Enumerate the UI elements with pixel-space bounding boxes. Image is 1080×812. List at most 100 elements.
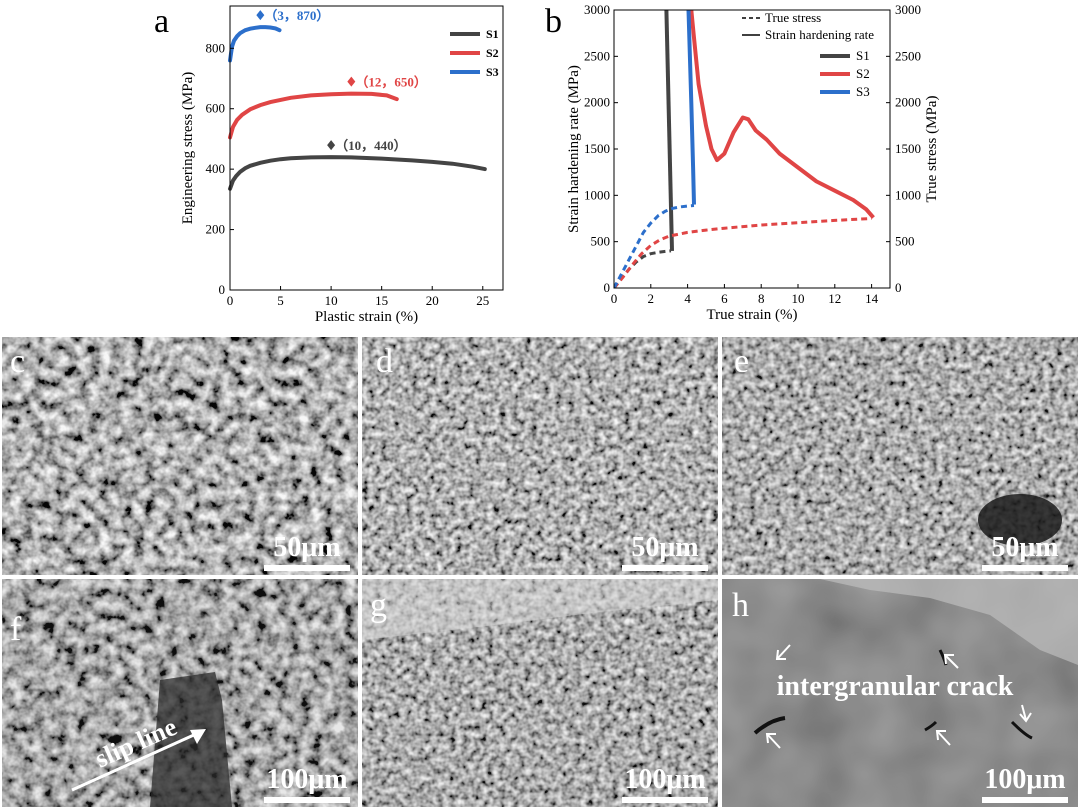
intergranular-crack-label: intergranular crack (777, 671, 1014, 702)
scale-label-d: 50μm (631, 532, 698, 563)
panel-b-ytick-label: 2500 (584, 48, 610, 63)
panel-a-peak-label-s3: （3，870） (264, 8, 329, 23)
slip-line-arrow (71, 732, 197, 792)
crack-4 (1010, 720, 1033, 740)
panel-letter-d: d (376, 343, 393, 380)
scale-bar-d (622, 565, 708, 571)
crack-arrow-1 (777, 644, 791, 659)
slip-line-arrowhead (190, 729, 206, 744)
scale-bar-c (264, 565, 350, 571)
panel-a-xtick-label: 15 (375, 293, 388, 308)
panel-a-xtick-label: 10 (325, 293, 338, 308)
panel-a-legend-label-s1: S1 (486, 27, 499, 41)
sem-panel-e: e 50μm (722, 337, 1078, 575)
panel-letter-b: b (545, 3, 562, 40)
scale-bar-e (982, 565, 1068, 571)
panel-b-y2tick-label: 1500 (895, 141, 921, 156)
panel-a-line-s3 (228, 25, 282, 63)
panel-a-ytick-label: 800 (206, 40, 226, 55)
panel-a-xtick-label: 25 (476, 293, 489, 308)
panel-b-ylabel: Strain hardening rate (MPa) (566, 65, 582, 233)
panel-a-marks: （10，440） （12，650） （3，870） (228, 8, 487, 191)
panel-a-line-s2 (228, 91, 399, 140)
panel-a-ytick-label: 0 (219, 282, 226, 297)
panel-a-axes: 0 5 10 15 20 25 0 200 400 600 800 Plastic strain (%… (180, 5, 504, 325)
panel-b-ytick-label: 0 (604, 280, 611, 295)
crack-1 (753, 716, 786, 735)
panel-b-legend-style-label-0: True stress (765, 10, 821, 25)
sem-panel-h: h intergranular crack 100μm (722, 579, 1078, 807)
crack-arrow-3 (767, 734, 781, 749)
panel-b-true-stress-line-s3 (614, 204, 695, 288)
panel-b-hardening-rate-line-s3 (686, 10, 696, 205)
scale-label-f: 100μm (266, 764, 347, 795)
panel-a-xlabel: Plastic strain (%) (315, 309, 418, 325)
panel-a-xtick-label: 0 (227, 293, 234, 308)
crack-arrow-2 (945, 655, 959, 669)
crack-3 (924, 720, 938, 732)
panel-a-ylabel: Engineering stress (MPa) (180, 72, 196, 224)
panel-b-true-stress-line-s2 (614, 217, 872, 288)
panel-b-ytick-label: 1500 (584, 141, 610, 156)
sem-panel-d: d 50μm (362, 337, 718, 575)
panel-a-peak-marker-s2 (347, 76, 356, 87)
crack-arrowhead-3 (765, 733, 776, 744)
sem-panel-f: f slip line 100μm (2, 579, 358, 807)
panel-b-xtick-label: 0 (611, 291, 618, 306)
crack-arrow-5 (1021, 704, 1027, 721)
panel-b-xtick-label: 6 (721, 291, 728, 306)
panel-b-plot-frame (613, 9, 891, 289)
panel-b-y2label: True stress (MPa) (924, 96, 940, 203)
sem-fracture-edge-h (820, 579, 1078, 665)
scale-label-h: 100μm (984, 764, 1065, 795)
panel-letter-h: h (732, 587, 749, 624)
panel-b-legend-label-s3: S3 (856, 84, 870, 99)
panel-a-peak-marker-s1 (327, 140, 336, 151)
scale-label-g: 100μm (624, 764, 705, 795)
panel-b-plot-area (614, 10, 875, 288)
panel-b-y2tick-label: 0 (895, 280, 902, 295)
sem-void-e (978, 494, 1062, 546)
panel-b-xtick-label: 2 (648, 291, 655, 306)
panel-a-ytick-label: 600 (206, 101, 226, 116)
panel-b-xlabel: True strain (%) (706, 307, 797, 323)
panel-a-plot-frame (229, 5, 504, 291)
sem-texture-c (2, 337, 358, 575)
panel-letter-c: c (10, 343, 25, 380)
panel-a-ytick-label: 200 (206, 222, 226, 237)
panel-a-chart: a （10，440） （12，650） （3，870） 0 5 10 15 20 25 0 200… (154, 3, 504, 325)
panel-letter-a: a (154, 3, 169, 40)
sem-panel-c: c 50μm (2, 337, 358, 575)
panel-b-xtick-label: 10 (792, 291, 805, 306)
scale-label-c: 50μm (273, 532, 340, 563)
panel-letter-e: e (734, 343, 749, 380)
panel-a-line-s1 (228, 155, 487, 191)
scale-label-e: 50μm (991, 532, 1058, 563)
panel-b-legend-label-s2: S2 (856, 66, 870, 81)
panel-b-legend-label-s1: S1 (856, 48, 870, 63)
panel-a-legend-label-s2: S2 (486, 46, 499, 60)
panel-b-y2tick-label: 2500 (895, 48, 921, 63)
panel-a-peak-label-s1: （10，440） (335, 138, 407, 153)
panel-b-xtick-label: 4 (684, 291, 691, 306)
panel-a-xtick-label: 5 (277, 293, 284, 308)
crack-arrowhead-2 (943, 654, 954, 665)
crack-arrows (765, 644, 1032, 749)
panel-b-marks (614, 10, 875, 288)
scale-bar-h (982, 797, 1068, 803)
sem-step-f (150, 672, 232, 807)
panel-b-legend-style-label-1: Strain hardening rate (765, 27, 874, 42)
panel-b-hardening-rate-line-s2 (689, 10, 875, 219)
scale-bar-g (622, 797, 708, 803)
panel-b-ytick-label: 3000 (584, 2, 610, 17)
panel-b-y2tick-label: 500 (895, 234, 915, 249)
panel-b-xtick-label: 8 (758, 291, 765, 306)
panel-b-y2tick-label: 2000 (895, 95, 921, 110)
panel-b-y2tick-label: 1000 (895, 187, 921, 202)
panel-a-ytick-label: 400 (206, 161, 226, 176)
crack-arrowhead-5 (1019, 712, 1032, 723)
panel-letter-f: f (10, 611, 22, 648)
panel-a-peak-marker-s3 (256, 10, 265, 21)
